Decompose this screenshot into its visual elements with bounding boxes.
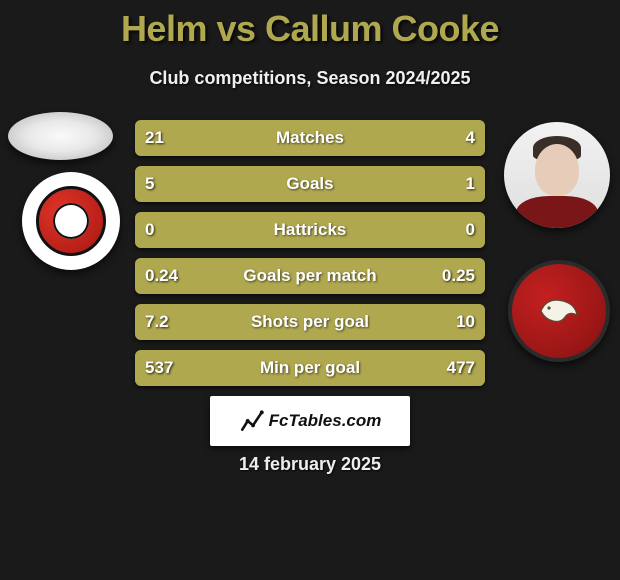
stat-label: Matches <box>276 128 344 148</box>
chart-icon <box>239 408 265 434</box>
brand-link[interactable]: FcTables.com <box>210 396 410 446</box>
stat-value-left: 537 <box>145 358 173 378</box>
brand-label: FcTables.com <box>269 411 382 431</box>
date-label: 14 february 2025 <box>239 454 381 475</box>
stat-value-right: 0 <box>466 220 475 240</box>
stat-label: Goals <box>286 174 333 194</box>
stat-row: 5 1 Goals <box>135 166 485 202</box>
player-right-avatar <box>504 122 610 228</box>
stats-comparison: 21 4 Matches 5 1 Goals 0 0 Hattricks 0.24 0.25 Goal… <box>135 120 485 396</box>
stat-value-right: 1 <box>466 174 475 194</box>
stat-label: Shots per goal <box>251 312 369 332</box>
stat-label: Min per goal <box>260 358 360 378</box>
club-right-badge <box>508 260 610 362</box>
stat-value-left: 0 <box>145 220 154 240</box>
stat-row: 0 0 Hattricks <box>135 212 485 248</box>
player-left-avatar <box>8 112 113 160</box>
stat-row: 7.2 10 Shots per goal <box>135 304 485 340</box>
stat-row: 0.24 0.25 Goals per match <box>135 258 485 294</box>
page-title: Helm vs Callum Cooke <box>0 0 620 50</box>
bar-left <box>135 166 408 202</box>
stat-value-left: 0.24 <box>145 266 178 286</box>
stat-value-left: 5 <box>145 174 154 194</box>
stat-label: Goals per match <box>243 266 376 286</box>
football-icon <box>53 203 89 239</box>
stat-value-left: 21 <box>145 128 164 148</box>
stat-value-right: 4 <box>466 128 475 148</box>
club-left-badge <box>22 172 120 270</box>
stat-label: Hattricks <box>274 220 347 240</box>
subtitle: Club competitions, Season 2024/2025 <box>0 68 620 89</box>
stat-value-right: 10 <box>456 312 475 332</box>
stat-value-left: 7.2 <box>145 312 169 332</box>
stat-row: 537 477 Min per goal <box>135 350 485 386</box>
bar-left <box>135 120 405 156</box>
stat-row: 21 4 Matches <box>135 120 485 156</box>
stat-value-right: 477 <box>447 358 475 378</box>
shrimp-icon <box>535 293 583 329</box>
stat-value-right: 0.25 <box>442 266 475 286</box>
